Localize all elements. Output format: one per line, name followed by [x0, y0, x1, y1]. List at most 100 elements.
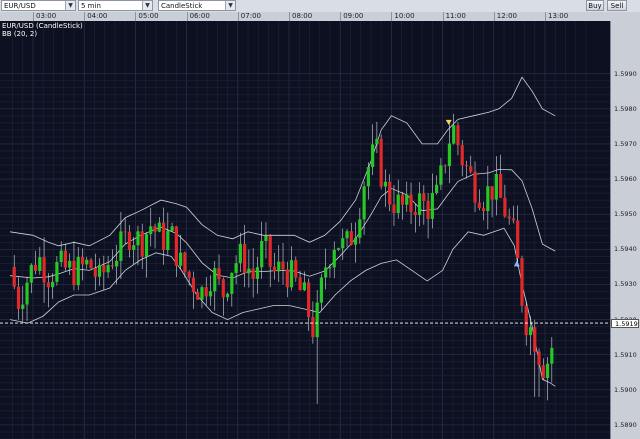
- candle-bear: [473, 171, 477, 203]
- candle-bull: [430, 192, 434, 219]
- buy-button[interactable]: Buy: [586, 0, 604, 11]
- price-tick-label: 1.5950: [614, 210, 637, 219]
- time-tick-label: 10:00: [391, 12, 415, 21]
- candle-bear: [72, 260, 76, 286]
- candle-bear: [153, 226, 157, 232]
- candle-bear: [140, 231, 144, 257]
- candle-bull: [405, 194, 409, 205]
- candle-bull: [38, 257, 42, 271]
- candle-bull: [366, 167, 370, 187]
- chart-type-select[interactable]: CandleStick ▼: [158, 0, 236, 11]
- candle-bear: [93, 268, 97, 277]
- candle-bull: [375, 138, 379, 145]
- candle-bear: [272, 266, 277, 272]
- interval-value: 5 min: [81, 2, 101, 10]
- time-tick-label: 06:00: [186, 12, 210, 21]
- candle-bull: [358, 219, 362, 238]
- sell-marker-icon: [445, 119, 452, 125]
- candle-bull: [21, 304, 25, 309]
- chevron-down-icon[interactable]: ▼: [65, 1, 75, 10]
- candle-bear: [307, 282, 311, 318]
- sell-button[interactable]: Sell: [607, 0, 627, 11]
- candle-bull: [230, 272, 234, 294]
- candle-bull: [157, 222, 161, 232]
- legend-title: EUR/USD (CandleStick): [2, 22, 83, 30]
- candle-bull: [319, 277, 324, 303]
- candle-bull: [85, 259, 89, 265]
- candle-bull: [200, 287, 204, 300]
- candle-bull: [435, 184, 439, 193]
- bb-middle-band: [9, 168, 556, 279]
- time-tick-label: 03:00: [33, 12, 56, 21]
- time-tick-label: 13:00: [545, 12, 568, 21]
- candle-bear: [102, 264, 106, 273]
- candle-bull: [51, 281, 55, 288]
- candle-bull: [234, 263, 238, 273]
- legend: EUR/USD (CandleStick) BB (20, 2): [2, 22, 83, 38]
- candle-bear: [281, 261, 285, 270]
- candle-bear: [541, 365, 545, 379]
- candle-bull: [136, 231, 140, 246]
- candle-bear: [183, 252, 187, 272]
- price-chart[interactable]: [0, 21, 610, 439]
- candle-bull: [353, 237, 358, 245]
- candle-bull: [494, 173, 498, 200]
- candle-bull: [383, 181, 388, 187]
- bollinger-bands: [9, 76, 556, 387]
- candle-bull: [29, 264, 33, 283]
- candle-bull: [486, 186, 490, 212]
- candle-bear: [464, 165, 469, 167]
- candle-bear: [426, 200, 430, 219]
- price-tick-label: 1.5910: [614, 350, 637, 359]
- candle-bull: [225, 293, 230, 298]
- candle-bear: [400, 194, 405, 205]
- candle-bull: [332, 249, 336, 268]
- candle-bear: [298, 277, 302, 291]
- candle-bear: [251, 268, 255, 279]
- candle-bear: [422, 193, 426, 201]
- candle-bull: [115, 260, 119, 267]
- candle-bear: [123, 231, 127, 233]
- chevron-down-icon[interactable]: ▼: [225, 1, 235, 10]
- bb-lower-band: [9, 227, 556, 387]
- candle-bull: [528, 327, 533, 336]
- symbol-select[interactable]: EUR/USD ▼: [1, 0, 76, 11]
- price-tick-label: 1.5900: [614, 385, 637, 394]
- price-tick-label: 1.5960: [614, 175, 637, 184]
- candles: [12, 113, 554, 404]
- interval-select[interactable]: 5 min ▼: [78, 0, 153, 11]
- candle-bear: [409, 194, 413, 213]
- candle-bull: [264, 235, 268, 241]
- candle-bear: [481, 208, 486, 212]
- candle-bear: [63, 250, 68, 268]
- time-tick-label: 12:00: [493, 12, 517, 21]
- candle-bull: [170, 226, 174, 231]
- candle-bull: [315, 302, 319, 338]
- chart-type-value: CandleStick: [161, 2, 203, 10]
- candle-bear: [516, 220, 520, 259]
- candle-bull: [149, 226, 153, 235]
- candle-bull: [447, 143, 452, 167]
- candle-bull: [452, 125, 456, 144]
- candle-bull: [132, 245, 136, 250]
- candle-bear: [507, 216, 511, 219]
- time-tick-label: 09:00: [340, 12, 363, 21]
- chevron-down-icon[interactable]: ▼: [142, 1, 152, 10]
- candle-bear: [33, 264, 38, 271]
- candle-bull: [396, 194, 400, 213]
- price-axis: 1.5990 1.5980 1.5970 1.5960 1.5950 1.5940 1.59…: [610, 21, 640, 439]
- candle-bear: [388, 181, 392, 205]
- candle-bear: [80, 256, 85, 265]
- candle-bear: [204, 287, 208, 297]
- candle-bear: [221, 279, 225, 298]
- candle-bear: [469, 166, 473, 172]
- candle-bear: [42, 257, 46, 283]
- candle-bear: [349, 231, 353, 245]
- candle-bull: [255, 267, 260, 279]
- price-tick-label: 1.5980: [614, 104, 637, 113]
- candle-bear: [524, 305, 528, 336]
- candle-bear: [511, 218, 516, 221]
- candle-bear: [174, 226, 178, 266]
- candle-bear: [460, 145, 464, 166]
- toolbar: EUR/USD ▼ 5 min ▼ CandleStick ▼ Buy Sell: [0, 0, 640, 13]
